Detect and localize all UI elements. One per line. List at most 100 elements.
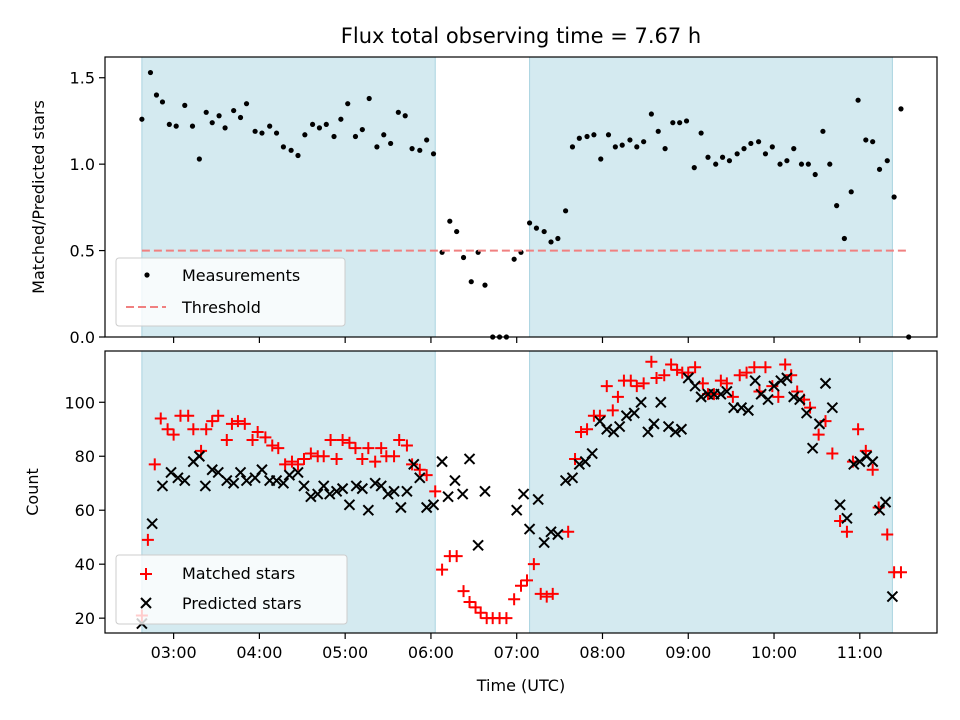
bottom-panel: 20 40 60 80 100 03:00 04:00 05:00 06:00 07:00 08:… [23, 350, 938, 695]
matched-stars-point [740, 366, 753, 379]
predicted-stars-point [620, 410, 633, 422]
measurements-point [454, 228, 460, 235]
matched-stars-point [279, 458, 292, 471]
matched-stars-point [779, 358, 792, 371]
matched-stars-point [733, 369, 746, 382]
matched-stars-point [852, 423, 865, 436]
predicted-stars-point [538, 536, 550, 549]
measurements-point [876, 166, 883, 172]
predicted-stars-point [401, 485, 413, 498]
predicted-stars-point [806, 442, 819, 454]
predicted-stars-point [662, 420, 675, 433]
measurements-point [648, 111, 654, 117]
predicted-stars-point [442, 491, 454, 503]
matched-stars-point [297, 452, 310, 465]
measurements-point [482, 282, 488, 288]
matched-stars-point [772, 390, 785, 403]
matched-stars-point [259, 431, 272, 444]
measurements-point [345, 101, 351, 107]
matched-stars-point [369, 455, 382, 468]
measurements-point [569, 144, 576, 150]
matched-stars-point [804, 401, 817, 414]
matched-stars-point [714, 374, 727, 387]
matched-stars-point [521, 574, 534, 587]
measurements-point [898, 106, 904, 112]
matched-stars-point [720, 377, 733, 390]
measurements-point [870, 139, 876, 145]
top-legend: Measurements Threshold [115, 257, 346, 327]
predicted-stars-point [721, 385, 733, 398]
predicted-stars-point [324, 488, 336, 500]
predicted-stars-point [813, 418, 826, 430]
measurements-point [827, 161, 833, 167]
predicted-stars-point [523, 523, 536, 535]
matched-stars-point [212, 409, 225, 422]
predicted-stars-point [613, 420, 626, 433]
measurements-point [359, 126, 365, 133]
matched-stars-point [540, 590, 553, 603]
measurements-point [526, 220, 533, 226]
predicted-stars-point [165, 466, 177, 479]
predicted-stars-point [848, 458, 860, 471]
measurements-point [252, 128, 258, 134]
top-shaded-span [529, 56, 893, 338]
measurements-point [173, 123, 179, 129]
predicted-stars-point [172, 472, 184, 484]
legend-measurements-label: Measurements [182, 266, 300, 285]
matched-stars-point [748, 361, 761, 374]
measurements-point [662, 146, 668, 152]
matched-stars-point [330, 452, 343, 465]
legend-measurements-marker [144, 272, 150, 278]
predicted-stars-point [292, 466, 304, 479]
predicted-stars-point [199, 480, 212, 492]
matched-stars-point [246, 434, 259, 447]
measurements-point [683, 118, 690, 124]
measurements-point [381, 132, 387, 138]
matched-stars-point [375, 442, 388, 455]
predicted-stars-point [755, 388, 767, 400]
bottom-y-tick-label: 80 [75, 447, 95, 466]
measurements-point [468, 279, 474, 285]
predicted-stars-point [350, 480, 363, 492]
predicted-stars-point [628, 407, 640, 419]
measurements-point [848, 189, 854, 195]
predicted-stars-point [388, 485, 400, 498]
matched-stars-point [429, 485, 442, 498]
predicted-stars-point [343, 499, 356, 511]
predicted-stars-point [800, 407, 813, 419]
predicted-stars-point [408, 458, 420, 471]
predicted-stars-point [305, 491, 317, 503]
measurements-point [139, 116, 145, 122]
measurements-point [884, 158, 890, 164]
measurements-point [533, 225, 540, 231]
predicted-stars-point [635, 396, 647, 408]
matched-stars-point [645, 355, 658, 368]
top-plot-frame [104, 56, 938, 338]
predicted-stars-point [449, 474, 461, 487]
matched-stars-point [575, 425, 588, 438]
predicted-stars-point [559, 474, 572, 487]
matched-stars-point [606, 404, 619, 417]
matched-stars-point [785, 369, 798, 382]
measurements-point [366, 95, 372, 102]
predicted-stars-point [463, 453, 476, 465]
chart-title: Flux total observing time = 7.67 h [341, 24, 701, 48]
measurements-point [147, 69, 154, 76]
top-y-tick-label: 1.0 [70, 155, 95, 174]
matched-stars-point [665, 358, 678, 371]
matched-stars-point [388, 450, 401, 463]
predicted-stars-point [601, 423, 613, 435]
matched-stars-point [304, 447, 317, 460]
top-x-ticks [173, 337, 861, 343]
matched-stars-point [581, 423, 594, 436]
predicted-stars-point [826, 401, 839, 414]
predicted-stars-point [206, 464, 218, 476]
predicted-stars-point [517, 488, 530, 500]
measurements-point [417, 147, 423, 153]
predicted-stars-point [146, 518, 158, 530]
matched-stars-point [393, 434, 406, 447]
predicted-stars-point [277, 477, 290, 489]
matched-stars-point [611, 390, 624, 403]
legend-matched-marker [140, 568, 152, 580]
